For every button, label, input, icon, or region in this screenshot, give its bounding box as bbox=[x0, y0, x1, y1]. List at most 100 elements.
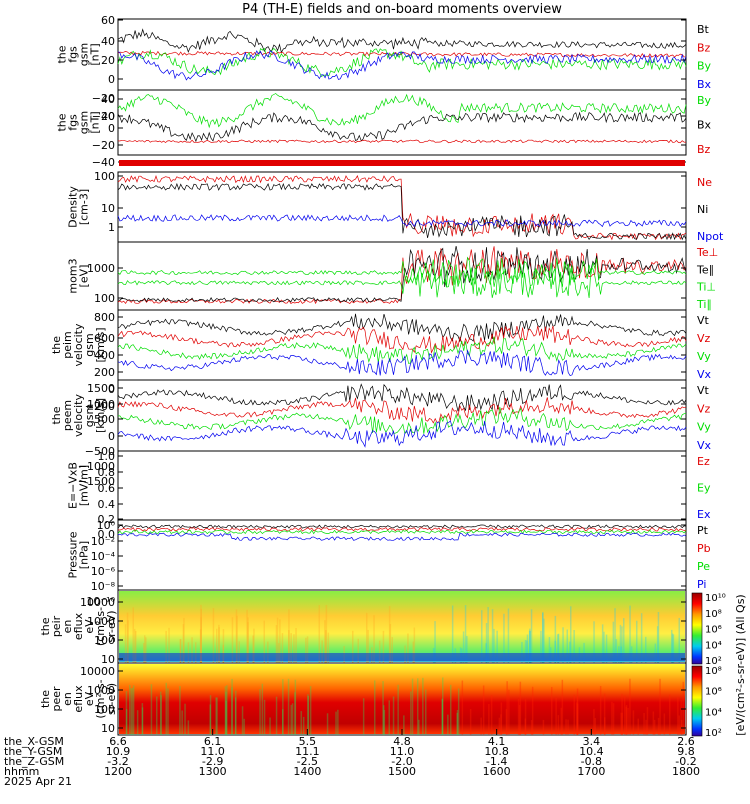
ephemeris-value: 1800 bbox=[672, 765, 700, 778]
series-line-by bbox=[117, 93, 687, 129]
spectrogram-texture bbox=[615, 639, 618, 663]
spectrogram-texture bbox=[601, 624, 604, 663]
y-tick-label: 0 bbox=[108, 383, 115, 396]
series-line-vx bbox=[117, 420, 687, 448]
ephemeris-value: -0.2 bbox=[675, 755, 696, 768]
spectrogram-texture bbox=[466, 636, 468, 663]
y-tick-label: −40 bbox=[92, 156, 115, 169]
y-axis-label: peem bbox=[61, 400, 74, 431]
spectrogram-texture bbox=[191, 637, 193, 663]
spectrogram-texture bbox=[619, 624, 622, 663]
y-tick-label: −20 bbox=[92, 92, 115, 105]
y-tick-label: 0 bbox=[108, 122, 115, 135]
spectrogram-texture bbox=[127, 620, 129, 663]
y-axis-label: [km/s] bbox=[94, 398, 107, 433]
legend-by: By bbox=[697, 60, 712, 73]
spectrogram-texture bbox=[231, 678, 233, 735]
y-axis-label: [mV/m] bbox=[78, 465, 91, 506]
spectrogram-texture bbox=[657, 717, 660, 735]
spectrogram-texture bbox=[374, 680, 376, 735]
panel-frame bbox=[117, 379, 687, 452]
spectrogram-texture bbox=[246, 609, 248, 663]
ephemeris-value: -2.0 bbox=[391, 755, 412, 768]
y-tick-label: 20 bbox=[101, 110, 115, 123]
colorbar-tick-label: 10² bbox=[705, 656, 722, 667]
ephemeris-value: 6.1 bbox=[204, 735, 222, 748]
spectrogram-texture bbox=[576, 696, 579, 735]
series-line-bt bbox=[117, 28, 687, 54]
spectrogram-texture bbox=[389, 624, 392, 663]
spectrogram-texture bbox=[325, 605, 328, 663]
spectrogram-texture bbox=[524, 640, 527, 663]
y-axis-label: [nT] bbox=[89, 43, 102, 65]
spectrogram-texture bbox=[209, 695, 212, 735]
spectrogram-texture bbox=[276, 617, 279, 663]
ephemeris-value: -2.5 bbox=[297, 755, 318, 768]
spectrogram-texture bbox=[441, 699, 444, 735]
spectrogram-texture bbox=[309, 686, 312, 735]
spectrogram-texture bbox=[282, 709, 284, 735]
colorbar-tick-label: 10⁶ bbox=[705, 625, 722, 636]
colorbar-label: [eV/(cm²-s-sr-eV)] (All Qs) bbox=[734, 594, 747, 735]
spectrogram-texture bbox=[570, 606, 572, 663]
spectrogram-texture bbox=[500, 714, 502, 735]
y-tick-label: 1000 bbox=[87, 262, 115, 275]
colorbar-tick-label: 10² bbox=[705, 728, 722, 739]
spectrogram-texture bbox=[621, 626, 623, 663]
spectrogram-texture bbox=[294, 679, 297, 735]
ephemeris-label: the_Z-GSM bbox=[4, 755, 64, 768]
spectrogram-texture bbox=[397, 684, 399, 735]
y-tick-label: 60 bbox=[101, 14, 115, 27]
spectrogram-texture bbox=[321, 640, 323, 663]
y-tick-label: 10 bbox=[101, 722, 115, 735]
spectrogram-texture bbox=[378, 640, 381, 663]
y-axis-label: eV bbox=[83, 619, 96, 634]
y-tick-label: 0.8 bbox=[98, 466, 116, 479]
y-tick-label: 100 bbox=[94, 703, 115, 716]
spectrogram-texture bbox=[505, 709, 508, 735]
spectrogram-texture bbox=[156, 696, 158, 735]
y-tick-label: 1500 bbox=[87, 382, 115, 395]
colorbar-tick-label: 10⁸ bbox=[705, 666, 722, 677]
spectrogram-texture bbox=[417, 678, 419, 735]
spectrogram-texture bbox=[557, 715, 560, 735]
panel-9: 10000 1000 100 10 thepeirenefluxeV(cm²-s-sr-… bbox=[39, 589, 687, 666]
series-line-bx bbox=[117, 111, 687, 143]
y-tick-label: 0.0 bbox=[98, 528, 116, 541]
y-tick-label: 500 bbox=[94, 413, 115, 426]
spectrogram-texture bbox=[672, 634, 675, 663]
y-axis-label: the bbox=[39, 617, 52, 635]
y-axis-label: en bbox=[61, 692, 74, 706]
colorbar-tick-label: 10⁴ bbox=[705, 707, 722, 718]
panel-4: 1000 100 mom3[eV] Te⊥ Te∥ Ti⊥ Ti∥ bbox=[67, 241, 718, 311]
series-line-pt bbox=[117, 524, 687, 529]
spectrogram-texture bbox=[187, 720, 190, 735]
spectrogram-texture bbox=[226, 685, 228, 735]
panel-7: 1.0 0.8 0.6 0.4 0.2 0.0 E=−VxB[mV/m] Ez Ey Ex bbox=[67, 450, 711, 541]
spectrogram-texture bbox=[318, 605, 320, 663]
ephemeris-value: -1.4 bbox=[486, 755, 507, 768]
y-tick-label: 200 bbox=[94, 366, 115, 379]
y-axis-label: velocity bbox=[72, 323, 85, 366]
series-line-pe bbox=[117, 529, 687, 535]
spectrogram-texture bbox=[612, 703, 615, 735]
spectrogram-texture bbox=[557, 634, 559, 663]
spectrogram-texture bbox=[181, 710, 183, 735]
y-tick-label: −20 bbox=[92, 139, 115, 152]
legend-vz: Vz bbox=[697, 402, 711, 415]
ephemeris-value: 3.4 bbox=[583, 735, 601, 748]
series-line-ti bbox=[117, 256, 687, 287]
spectrogram-texture bbox=[275, 696, 278, 735]
spectrogram-texture bbox=[462, 631, 465, 663]
spectrogram-texture bbox=[218, 627, 220, 663]
y-tick-label: 10⁻² bbox=[91, 535, 115, 548]
spectrogram-texture bbox=[179, 686, 181, 735]
spectrogram-texture bbox=[425, 689, 427, 735]
series-line-bz bbox=[117, 50, 687, 58]
spectrogram-texture bbox=[526, 640, 528, 663]
y-tick-label: 10000 bbox=[80, 596, 115, 609]
spectrogram-texture bbox=[288, 609, 290, 663]
spectrogram-texture bbox=[261, 683, 264, 735]
y-tick-label: 1000 bbox=[87, 684, 115, 697]
